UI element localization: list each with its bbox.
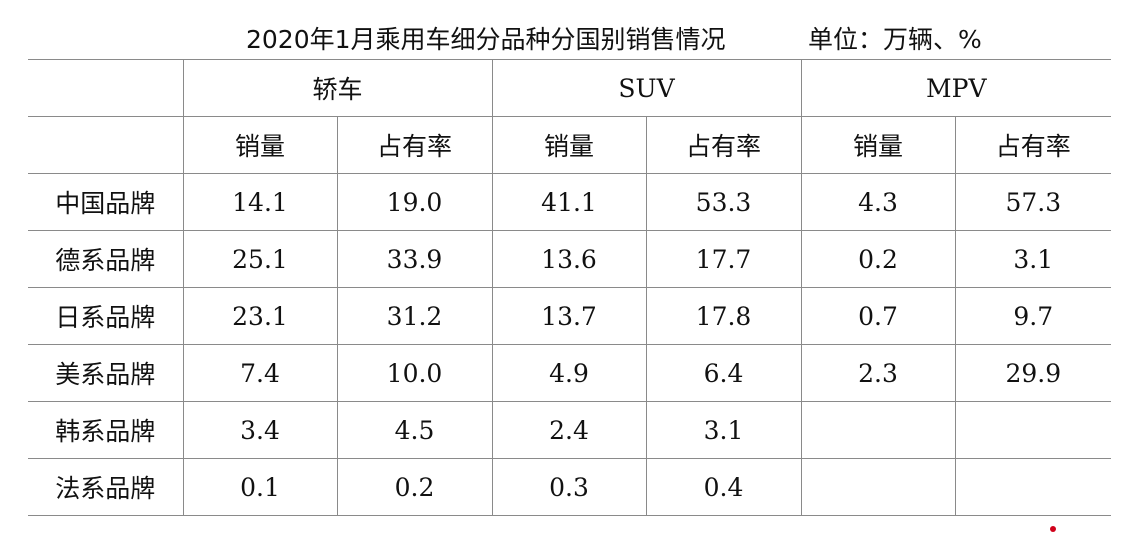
sub-header-row: 销量 占有率 销量 占有率 销量 占有率	[28, 116, 1112, 174]
title-row: 2020年1月乘用车细分品种分国别销售情况 单位：万辆、%	[0, 22, 1148, 58]
table-row: 法系品牌 0.1 0.2 0.3 0.4	[28, 458, 1112, 516]
row-label: 法系品牌	[28, 458, 184, 516]
table-row: 韩系品牌 3.4 4.5 2.4 3.1	[28, 401, 1112, 459]
group-header-mpv: MPV	[800, 59, 1112, 117]
table-cell: 0.1	[182, 458, 338, 516]
group-header-suv: SUV	[491, 59, 802, 117]
table-cell	[800, 458, 956, 516]
sales-table: 轿车 SUV MPV 销量 占有率 销量 占有率 销量 占有率 中国品牌 14.1…	[28, 59, 1112, 516]
row-label: 日系品牌	[28, 287, 184, 345]
group-header-sedan: 轿车	[182, 59, 493, 117]
table-cell: 9.7	[954, 287, 1112, 345]
subheader-sedan-share: 占有率	[336, 116, 493, 174]
table-cell: 57.3	[954, 173, 1112, 231]
table-cell: 2.4	[491, 401, 647, 459]
table-row: 日系品牌 23.1 31.2 13.7 17.8 0.7 9.7	[28, 287, 1112, 345]
table-cell: 19.0	[336, 173, 493, 231]
table-cell: 17.7	[645, 230, 802, 288]
row-label: 德系品牌	[28, 230, 184, 288]
subheader-suv-sales: 销量	[491, 116, 647, 174]
table-cell: 25.1	[182, 230, 338, 288]
table-cell: 4.3	[800, 173, 956, 231]
table-cell: 7.4	[182, 344, 338, 402]
table-cell: 31.2	[336, 287, 493, 345]
table-cell: 0.2	[800, 230, 956, 288]
table-cell: 10.0	[336, 344, 493, 402]
table-cell: 13.7	[491, 287, 647, 345]
table-cell: 14.1	[182, 173, 338, 231]
table-cell: 0.7	[800, 287, 956, 345]
corner-cell-2	[28, 116, 184, 174]
table-cell: 41.1	[491, 173, 647, 231]
group-header-row: 轿车 SUV MPV	[28, 59, 1112, 117]
table-cell: 0.2	[336, 458, 493, 516]
unit-label: 单位：万辆、%	[808, 25, 982, 54]
table-cell	[954, 401, 1112, 459]
table-row: 美系品牌 7.4 10.0 4.9 6.4 2.3 29.9	[28, 344, 1112, 402]
table-cell: 29.9	[954, 344, 1112, 402]
row-label: 中国品牌	[28, 173, 184, 231]
table-body: 中国品牌 14.1 19.0 41.1 53.3 4.3 57.3 德系品牌 25.1 33.9 1…	[28, 173, 1112, 516]
table-cell: 3.1	[645, 401, 802, 459]
table-cell: 4.5	[336, 401, 493, 459]
table-cell: 13.6	[491, 230, 647, 288]
table-row: 中国品牌 14.1 19.0 41.1 53.3 4.3 57.3	[28, 173, 1112, 231]
table-cell: 23.1	[182, 287, 338, 345]
table-cell: 4.9	[491, 344, 647, 402]
table-cell: 3.4	[182, 401, 338, 459]
subheader-mpv-sales: 销量	[800, 116, 956, 174]
subheader-mpv-share: 占有率	[954, 116, 1112, 174]
marker-dot	[1050, 526, 1056, 532]
table-cell: 0.4	[645, 458, 802, 516]
row-label: 美系品牌	[28, 344, 184, 402]
table-cell: 33.9	[336, 230, 493, 288]
row-label: 韩系品牌	[28, 401, 184, 459]
corner-cell	[28, 59, 184, 117]
table-cell	[954, 458, 1112, 516]
table-cell	[800, 401, 956, 459]
subheader-sedan-sales: 销量	[182, 116, 338, 174]
subheader-suv-share: 占有率	[645, 116, 802, 174]
table-cell: 0.3	[491, 458, 647, 516]
table-cell: 53.3	[645, 173, 802, 231]
table-title: 2020年1月乘用车细分品种分国别销售情况	[246, 25, 726, 54]
table-cell: 17.8	[645, 287, 802, 345]
table-row: 德系品牌 25.1 33.9 13.6 17.7 0.2 3.1	[28, 230, 1112, 288]
table-cell: 3.1	[954, 230, 1112, 288]
table-cell: 2.3	[800, 344, 956, 402]
table-cell: 6.4	[645, 344, 802, 402]
